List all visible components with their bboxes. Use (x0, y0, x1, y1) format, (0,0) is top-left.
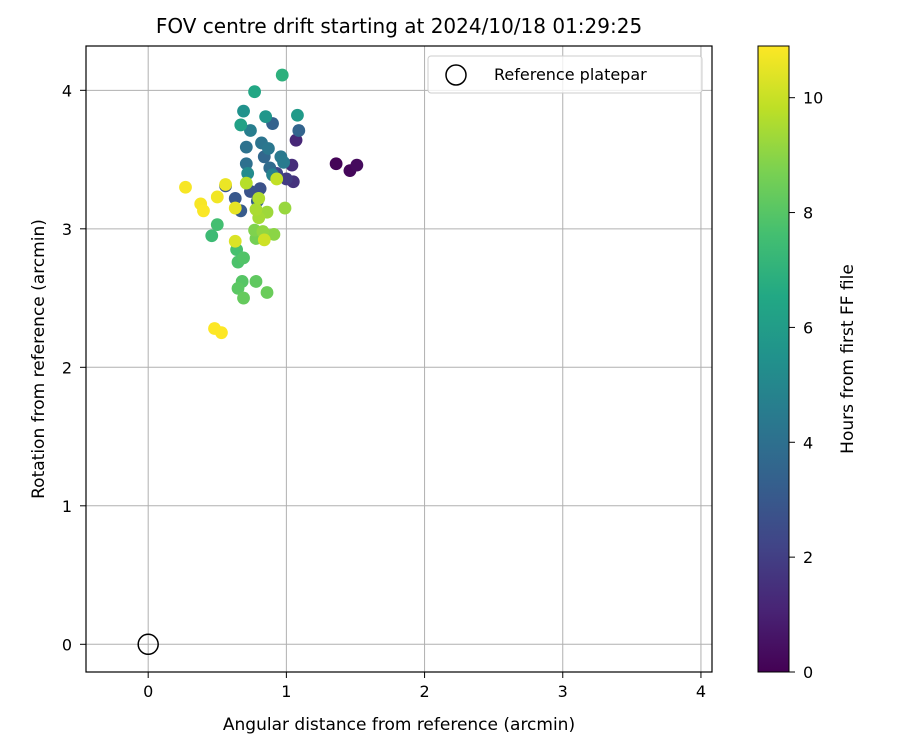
data-point (249, 203, 263, 216)
data-point (275, 68, 289, 82)
data-point (219, 178, 232, 191)
colorbar-label: Hours from first FF file (838, 264, 858, 454)
data-point (270, 172, 284, 186)
y-tick-label: 4 (62, 81, 72, 100)
x-tick-label: 2 (419, 682, 429, 701)
data-point (350, 158, 364, 172)
plot-frame (85, 45, 713, 673)
data-point (278, 201, 292, 215)
data-point (205, 229, 219, 243)
data-point (249, 275, 263, 288)
data-point (231, 281, 245, 295)
colorbar-tick-label: 8 (803, 204, 813, 223)
data-point (237, 251, 250, 265)
colorbar-ticks: 0 2 4 6 8 10 (789, 89, 823, 682)
y-axis-label: Rotation from reference (arcmin) (29, 219, 49, 499)
colorbar-gradient (757, 45, 790, 673)
points (137, 68, 364, 656)
data-point (228, 234, 242, 248)
reference-marker (137, 633, 159, 656)
colorbar-tick-label: 2 (803, 548, 813, 567)
y-tick-label: 2 (62, 358, 72, 377)
grid (86, 46, 712, 672)
data-point (329, 157, 343, 171)
data-point (267, 227, 281, 241)
data-point (262, 142, 275, 155)
x-tick-label: 0 (143, 682, 153, 701)
data-point (179, 180, 192, 194)
data-point (210, 190, 224, 204)
y-tick-label: 1 (62, 497, 72, 516)
x-tick-label: 4 (696, 682, 706, 701)
colorbar: 0 2 4 6 8 10 Hours from first FF file (757, 45, 858, 682)
data-point (292, 124, 306, 137)
data-point (252, 191, 266, 205)
data-point (239, 176, 253, 190)
legend: Reference platepar (427, 55, 703, 94)
data-point (228, 201, 242, 215)
legend-entry: Reference platepar (494, 65, 647, 84)
data-point (253, 182, 267, 196)
data-point (291, 108, 304, 122)
chart-title: FOV centre drift starting at 2024/10/18 … (156, 14, 642, 38)
data-point (259, 110, 273, 124)
data-point (228, 191, 242, 205)
data-point (197, 204, 210, 218)
data-point (239, 157, 253, 171)
data-point (234, 118, 248, 132)
legend-box (427, 55, 703, 94)
data-point (260, 286, 274, 299)
legend-marker (445, 64, 467, 86)
data-point (241, 167, 255, 180)
data-point (277, 155, 291, 169)
data-point (237, 291, 250, 305)
data-point (257, 233, 271, 247)
data-point (289, 133, 303, 147)
data-point (210, 218, 224, 232)
colorbar-tick-label: 10 (803, 89, 823, 108)
data-point (239, 140, 253, 154)
data-point (248, 85, 261, 99)
colorbar-tick-label: 0 (803, 663, 813, 682)
colorbar-tick-label: 6 (803, 318, 813, 337)
data-point (237, 104, 250, 118)
axes: 0 1 2 3 4 0 1 2 3 4 (62, 81, 706, 701)
x-axis-label: Angular distance from reference (arcmin) (223, 715, 575, 735)
x-tick-label: 1 (281, 682, 291, 701)
y-tick-label: 3 (62, 220, 72, 239)
data-point (215, 326, 228, 340)
data-point (244, 124, 257, 137)
x-tick-label: 3 (558, 682, 568, 701)
y-tick-label: 0 (62, 635, 72, 654)
colorbar-tick-label: 4 (803, 433, 813, 452)
data-point (279, 172, 293, 186)
